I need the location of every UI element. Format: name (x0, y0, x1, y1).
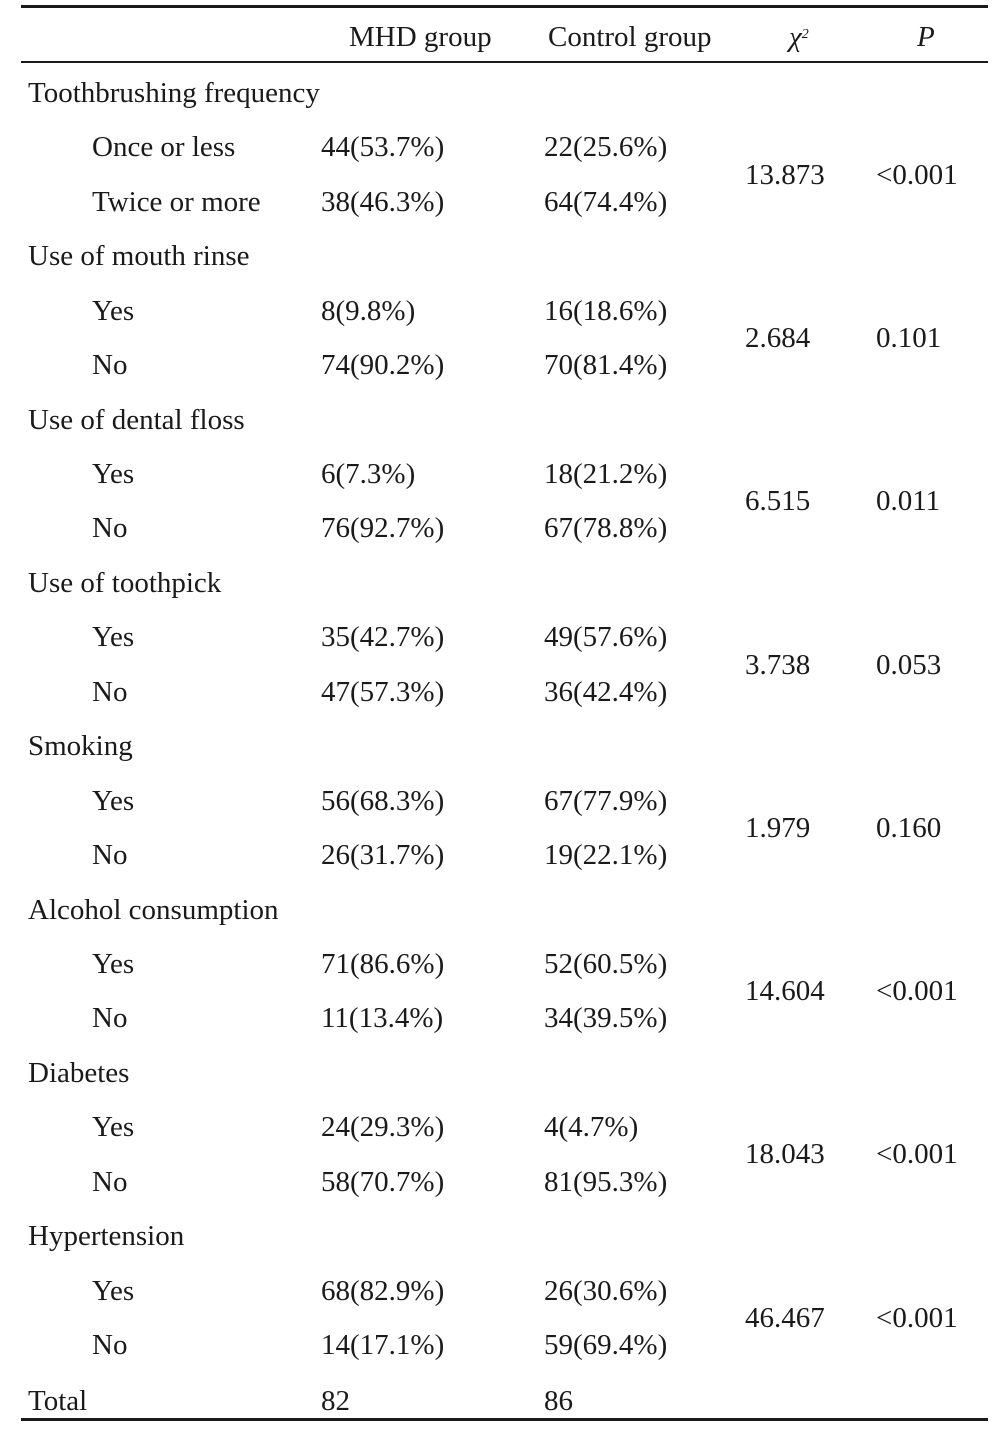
row-label: No (92, 1002, 128, 1035)
total-mhd: 82 (321, 1385, 350, 1418)
chi-square-value: 46.467 (745, 1301, 825, 1334)
row-label: Yes (92, 947, 135, 980)
header-chi-square: χ2 (789, 20, 809, 54)
control-value: 81(95.3%) (544, 1165, 668, 1198)
mhd-value: 14(17.1%) (321, 1328, 445, 1361)
header-control-group: Control group (548, 21, 712, 53)
control-value: 59(69.4%) (544, 1328, 668, 1361)
mhd-value: 35(42.7%) (321, 621, 445, 654)
mhd-value: 6(7.3%) (321, 458, 416, 490)
chi-square-value: 1.979 (745, 811, 811, 844)
control-value: 70(81.4%) (544, 349, 668, 382)
mhd-value: 47(57.3%) (321, 675, 445, 708)
row-label: Yes (92, 1274, 135, 1307)
control-value: 67(78.8%) (544, 512, 668, 545)
row-label: No (92, 349, 128, 382)
row-label: No (92, 1165, 128, 1198)
p-value: 0.101 (876, 321, 942, 354)
p-value: 0.053 (876, 648, 942, 681)
mhd-value: 11(13.4%) (321, 1002, 444, 1035)
section-title: Diabetes (28, 1056, 130, 1089)
bottom-rule (21, 1418, 988, 1421)
row-label: Yes (92, 621, 135, 654)
mhd-value: 58(70.7%) (321, 1165, 445, 1198)
p-value: <0.001 (876, 158, 958, 191)
control-value: 67(77.9%) (544, 784, 668, 817)
mhd-value: 8(9.8%) (321, 294, 416, 327)
mhd-value: 71(86.6%) (321, 947, 445, 980)
chi-square-value: 6.515 (745, 485, 811, 518)
mhd-value: 56(68.3%) (321, 784, 445, 817)
mhd-value: 26(31.7%) (321, 839, 445, 871)
mhd-value: 74(90.2%) (321, 349, 445, 382)
mhd-value: 44(53.7%) (321, 131, 445, 164)
header-mhd-group: MHD group (349, 21, 492, 53)
p-value: <0.001 (876, 975, 958, 1008)
row-label: Yes (92, 294, 135, 327)
mhd-value: 76(92.7%) (321, 512, 445, 545)
section-title: Toothbrushing frequency (28, 77, 320, 109)
control-value: 16(18.6%) (544, 294, 668, 327)
section-title: Hypertension (28, 1220, 185, 1253)
chi-square-value: 13.873 (745, 158, 825, 191)
chi-superscript: 2 (801, 27, 809, 42)
row-label: No (92, 512, 128, 545)
section-title: Use of dental floss (28, 403, 245, 436)
control-value: 34(39.5%) (544, 1002, 668, 1035)
row-label: Yes (92, 1111, 135, 1144)
control-value: 52(60.5%) (544, 947, 668, 980)
row-label: Yes (92, 784, 135, 817)
chi-square-value: 18.043 (745, 1138, 825, 1171)
row-label: Once or less (92, 131, 236, 164)
p-value: 0.011 (876, 485, 941, 518)
control-value: 64(74.4%) (544, 185, 668, 218)
section-title: Use of mouth rinse (28, 240, 250, 273)
control-value: 19(22.1%) (544, 839, 668, 871)
control-value: 22(25.6%) (544, 131, 668, 164)
control-value: 49(57.6%) (544, 621, 668, 654)
mhd-value: 68(82.9%) (321, 1274, 445, 1307)
total-control: 86 (544, 1385, 573, 1418)
p-value: 0.160 (876, 811, 942, 844)
header-rule (21, 61, 988, 63)
p-value: <0.001 (876, 1301, 958, 1334)
mhd-value: 38(46.3%) (321, 185, 445, 218)
row-label: No (92, 839, 128, 871)
control-value: 18(21.2%) (544, 458, 668, 490)
p-value: <0.001 (876, 1138, 958, 1171)
mhd-value: 24(29.3%) (321, 1111, 445, 1144)
chi-symbol: χ (789, 21, 802, 53)
chi-square-value: 2.684 (745, 321, 811, 354)
control-value: 26(30.6%) (544, 1274, 668, 1307)
row-label: No (92, 1328, 128, 1361)
row-label: Twice or more (92, 185, 261, 218)
top-rule (21, 5, 988, 8)
section-title: Use of toothpick (28, 566, 222, 599)
header-p-value: P (917, 21, 935, 53)
row-label: Yes (92, 458, 135, 490)
control-value: 4(4.7%) (544, 1111, 639, 1144)
row-label: No (92, 675, 128, 708)
control-value: 36(42.4%) (544, 675, 668, 708)
chi-square-value: 3.738 (745, 648, 811, 681)
total-label: Total (28, 1385, 88, 1418)
section-title: Smoking (28, 730, 133, 763)
section-title: Alcohol consumption (28, 893, 279, 926)
chi-square-value: 14.604 (745, 975, 825, 1008)
